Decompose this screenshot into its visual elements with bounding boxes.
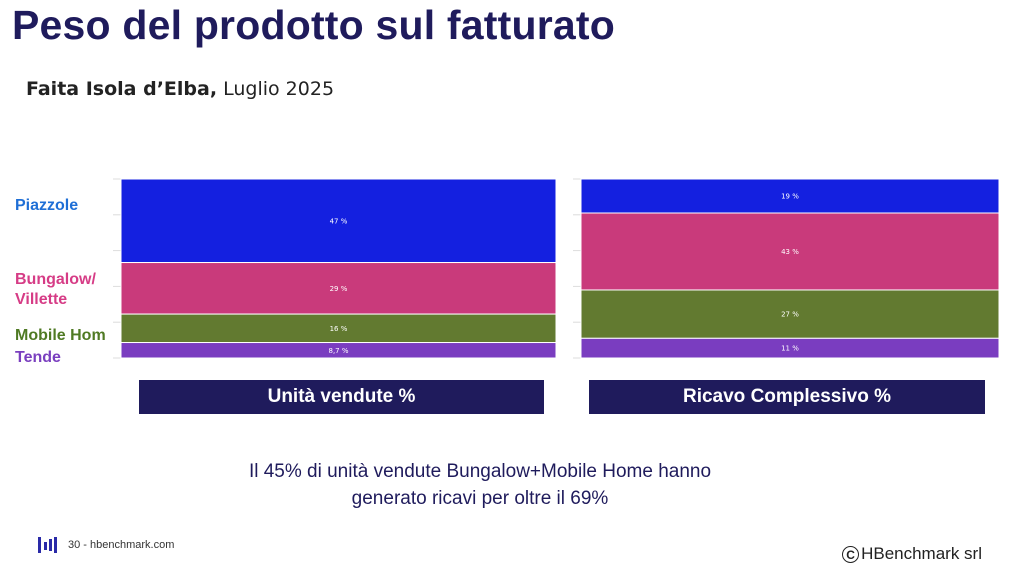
footer-page-url: 30 - hbenchmark.com xyxy=(68,539,175,551)
page-title: Peso del prodotto sul fatturato xyxy=(12,2,615,48)
data-label: 29 % xyxy=(330,285,348,293)
bar-segment-units-0 xyxy=(120,178,557,264)
legend-tende: Tende xyxy=(15,349,61,366)
legend-bungalow: Bungalow/ Villette xyxy=(15,271,96,308)
footer-left: 30 - hbenchmark.com xyxy=(38,536,174,554)
category-label-revenue: Ricavo Complessivo % xyxy=(589,380,985,414)
subtitle-period: Luglio 2025 xyxy=(217,78,335,100)
bar-segment-revenue-2 xyxy=(580,289,1000,339)
copyright-icon: C xyxy=(842,545,860,563)
bar-segment-units-3 xyxy=(120,342,557,359)
data-label: 8,7 % xyxy=(328,347,348,355)
bar-segment-revenue-0 xyxy=(580,178,1000,214)
data-label: 19 % xyxy=(781,193,799,201)
bar-segment-units-2 xyxy=(120,313,557,344)
footer-right: C HBenchmark srl xyxy=(842,544,982,564)
bar-segment-revenue-3 xyxy=(580,337,1000,359)
insight-line-2: generato ricavi per oltre il 69% xyxy=(351,488,609,509)
data-label: 27 % xyxy=(781,311,799,319)
bar-segment-revenue-1 xyxy=(580,212,1000,291)
insight-line-1: Il 45% di unità vendute Bungalow+Mobile … xyxy=(248,461,712,482)
data-label: 47 % xyxy=(330,217,348,225)
bars-logo-icon xyxy=(38,537,57,553)
data-label: 16 % xyxy=(330,325,348,333)
footer-company: HBenchmark srl xyxy=(861,544,982,563)
bar-segment-units-1 xyxy=(120,262,557,315)
page-subtitle: Faita Isola d’Elba, Luglio 2025 xyxy=(26,78,334,100)
legend-piazzole: Piazzole xyxy=(15,197,79,214)
category-label-units: Unità vendute % xyxy=(139,380,544,414)
subtitle-location: Faita Isola d’Elba, xyxy=(26,78,218,100)
data-label: 11 % xyxy=(781,345,799,353)
insight-note: Il 45% di unità vendute Bungalow+Mobile … xyxy=(180,458,780,512)
legend-mobile-home: Mobile Hom xyxy=(15,327,106,344)
data-label: 43 % xyxy=(781,248,799,256)
